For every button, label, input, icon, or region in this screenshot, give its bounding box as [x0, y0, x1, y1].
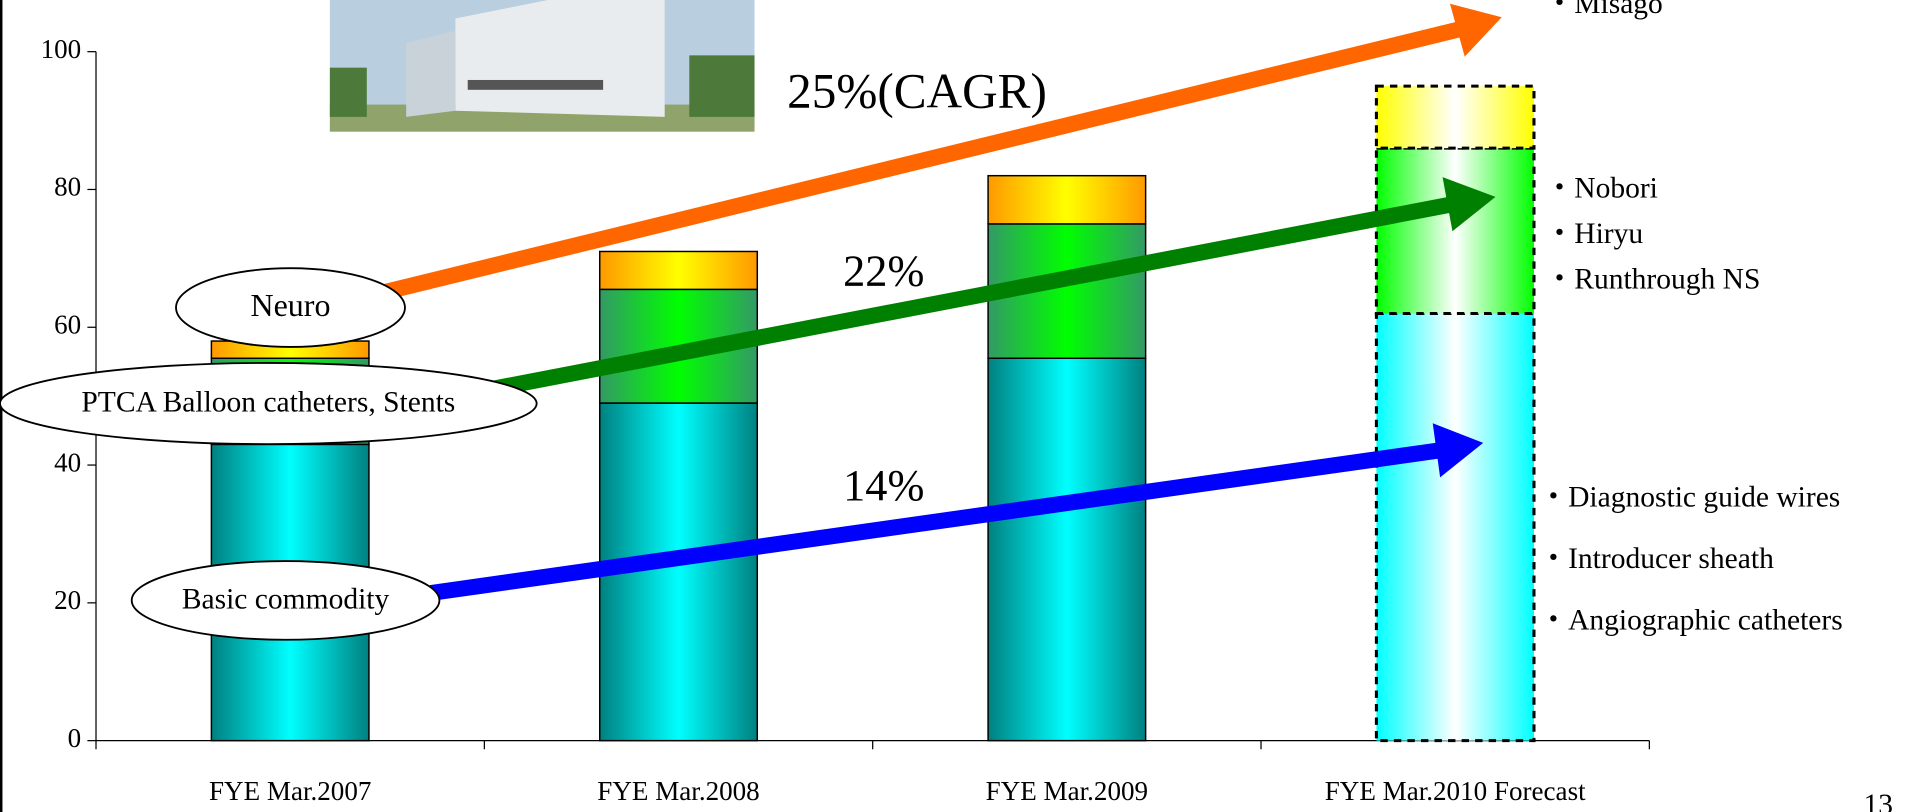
y-tick-label: 60	[54, 309, 81, 339]
callout-label: PTCA Balloon catheters, Stents	[81, 387, 455, 419]
bar-segment	[987, 174, 1147, 225]
growth-arrows	[379, 3, 1502, 601]
x-tick-label: FYE Mar.2010 Forecast	[1325, 776, 1586, 806]
product-label: ・Diagnostic guide wires	[1539, 481, 1841, 513]
x-tick-label: FYE Mar.2007	[209, 776, 371, 806]
y-tick-label: 40	[54, 447, 81, 477]
y-tick-label: 100	[41, 34, 82, 64]
series-callouts: Neuro PTCA Balloon catheters, Stents Bas…	[0, 267, 538, 641]
bar-segment	[599, 250, 759, 291]
product-label: ・Angiographic catheters	[1539, 604, 1843, 636]
product-label: ・Nobori	[1545, 172, 1658, 204]
growth-label: 14%	[843, 461, 924, 510]
bar-segment	[1374, 146, 1536, 316]
bar-segment	[1374, 84, 1536, 150]
page-number: 13	[1864, 789, 1894, 812]
bar-segment	[987, 357, 1147, 742]
bar-segment	[1374, 311, 1536, 743]
product-label: ・Misago	[1545, 0, 1663, 20]
product-label: ・Introducer sheath	[1539, 543, 1775, 575]
callout-label: Neuro	[251, 287, 331, 323]
product-label: ・Runthrough NS	[1545, 264, 1761, 296]
callout-label: Basic commodity	[182, 583, 390, 615]
x-tick-label: FYE Mar.2008	[597, 776, 759, 806]
growth-label: 25%(CAGR)	[787, 63, 1047, 118]
y-tick-label: 80	[54, 172, 81, 202]
x-tick-label: FYE Mar.2009	[986, 776, 1148, 806]
building-photo	[329, 0, 755, 132]
y-tick-label: 0	[68, 723, 82, 753]
growth-label: 22%	[843, 247, 924, 296]
product-label: ・Hiryu	[1545, 218, 1644, 250]
y-tick-label: 20	[54, 585, 81, 615]
